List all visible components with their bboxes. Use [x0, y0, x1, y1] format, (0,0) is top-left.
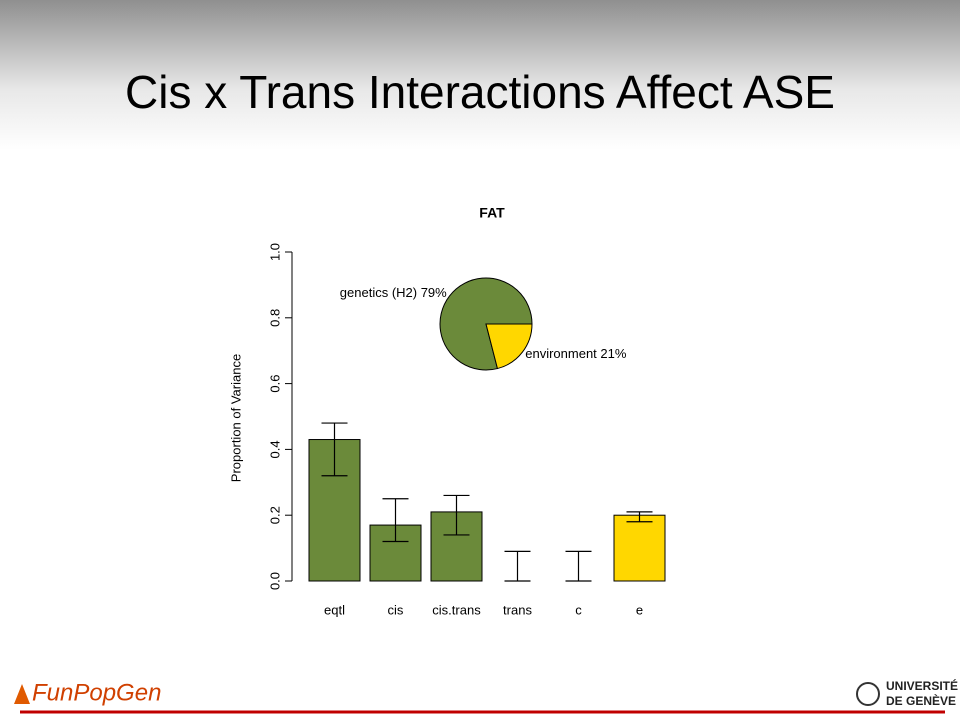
error-bar [321, 422, 348, 477]
error-bar [504, 550, 531, 582]
logo-icon [14, 684, 30, 704]
university-name: UNIVERSITÉ [886, 678, 958, 693]
error-bar [626, 511, 653, 523]
y-tick-label: 0.8 [267, 309, 282, 327]
logo-text: FunPopGen [32, 679, 161, 706]
x-tick-label: e [636, 602, 643, 617]
y-tick-label: 0.6 [267, 375, 282, 393]
university-seal [856, 682, 880, 706]
x-tick-label: cis [388, 602, 404, 617]
university-name: DE GENÈVE [886, 693, 956, 708]
y-tick-label: 0.0 [267, 572, 282, 590]
chart-title: FAT [479, 205, 505, 221]
x-tick-label: trans [503, 602, 532, 617]
x-tick-label: eqtl [324, 602, 345, 617]
y-tick-label: 1.0 [267, 243, 282, 261]
y-tick-label: 0.4 [267, 440, 282, 458]
y-tick-label: 0.2 [267, 506, 282, 524]
pie-label: environment 21% [525, 346, 627, 361]
error-bar [565, 550, 592, 582]
x-tick-label: cis.trans [432, 602, 481, 617]
pie-slice [485, 323, 533, 370]
bar [613, 514, 666, 582]
error-bar [382, 498, 409, 543]
slide-title: Cis x Trans Interactions Affect ASE [125, 66, 835, 118]
y-axis-label: Proportion of Variance [228, 354, 243, 482]
error-bar [443, 494, 470, 536]
x-tick-label: c [575, 602, 582, 617]
pie-label: genetics (H2) 79% [340, 285, 447, 300]
